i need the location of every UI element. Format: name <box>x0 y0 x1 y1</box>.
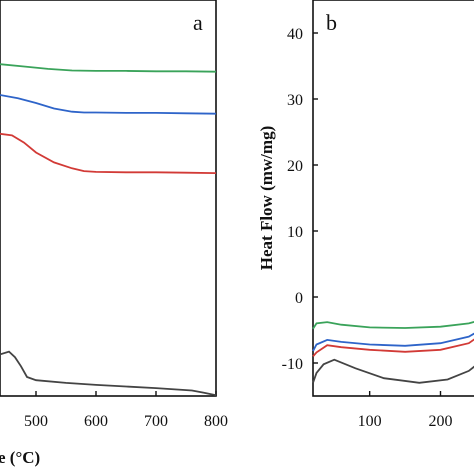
panel-b-y-ticks: -10 0 10 20 30 40 <box>282 26 318 373</box>
panel-b-y-axis-label: Heat Flow (mw/mg) <box>257 126 276 270</box>
panel-a-letter: a <box>193 10 203 35</box>
panel-a-series-line-2 <box>0 94 217 115</box>
panel-b-x-ticks: 100 200 <box>358 391 453 430</box>
panel-a-x-tick-label: 600 <box>84 413 108 430</box>
panel-a-x-axis-label: e (°C) <box>0 448 40 467</box>
panel-b-series-line-4 <box>312 358 474 384</box>
panel-b-series-line-2 <box>312 332 474 352</box>
panel-b-frame <box>312 0 474 397</box>
panel-a-series-line-1 <box>0 63 217 73</box>
panel-a-series-line-4 <box>0 350 217 397</box>
panel-a-series-line-3 <box>0 132 217 174</box>
panel-b-x-tick-label: 200 <box>429 413 453 430</box>
panel-a-x-tick-label: 700 <box>144 413 168 430</box>
panel-b-x-tick-label: 100 <box>358 413 382 430</box>
panel-a-series <box>0 63 217 397</box>
panel-b-y-tick-label: 0 <box>295 290 303 307</box>
panel-a-frame <box>0 0 217 397</box>
panel-b-series <box>312 321 474 384</box>
panel-b-series-line-3 <box>312 338 474 357</box>
panel-a-x-tick-label: 800 <box>204 413 228 430</box>
panel-a-x-ticks: 500 600 700 800 <box>24 391 228 430</box>
panel-a: 500 600 700 800 a e (°C) <box>0 0 228 467</box>
panel-b-y-tick-label: 20 <box>287 158 303 175</box>
panel-b: 100 200 -10 0 10 20 30 40 b Heat Flow (mw/mg) <box>257 0 474 430</box>
panel-a-x-tick-label: 500 <box>24 413 48 430</box>
panel-b-y-tick-label: 40 <box>287 26 303 43</box>
panel-b-y-tick-label: 30 <box>287 92 303 109</box>
panel-b-y-tick-label: -10 <box>282 356 303 373</box>
panel-b-series-line-1 <box>312 321 474 330</box>
panel-b-letter: b <box>326 10 337 35</box>
panel-b-y-tick-label: 10 <box>287 224 303 241</box>
